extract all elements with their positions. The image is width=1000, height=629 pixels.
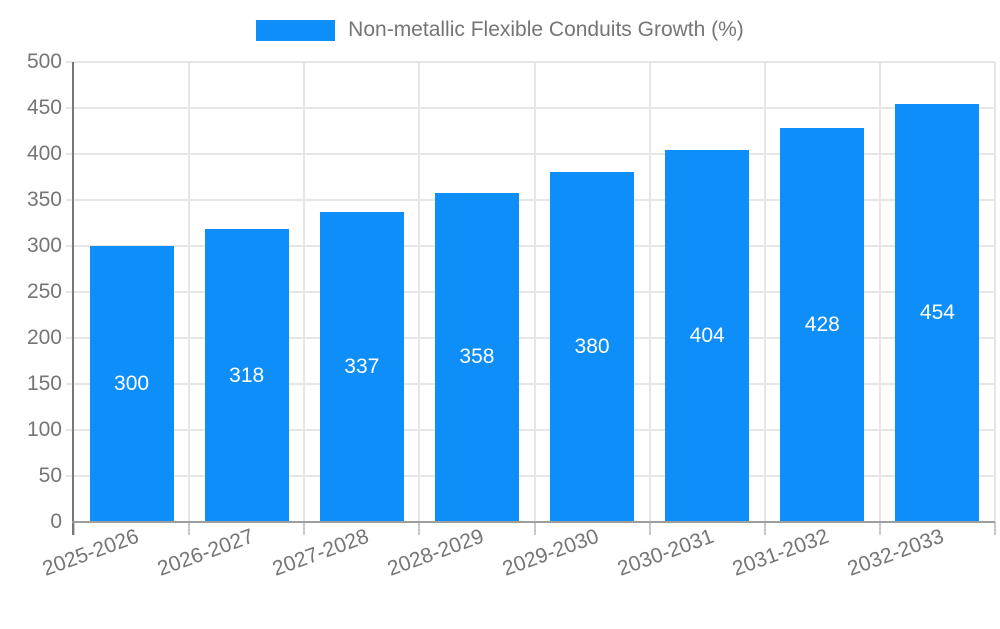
y-axis-tick-label: 350 xyxy=(26,188,62,211)
legend-label: Non-metallic Flexible Conduits Growth (%… xyxy=(348,18,744,41)
y-axis-tick-label: 450 xyxy=(26,96,62,119)
y-axis-tick-label: 500 xyxy=(26,50,62,73)
y-axis-tick-label: 200 xyxy=(26,326,62,349)
y-axis-tick-label: 100 xyxy=(26,418,62,441)
y-axis-tick-label: 400 xyxy=(26,142,62,165)
v-gridline xyxy=(303,62,306,522)
y-axis-tick-label: 300 xyxy=(26,234,62,257)
bar[interactable]: 318 xyxy=(204,229,289,522)
x-axis-tick xyxy=(994,522,996,535)
y-axis-tick-label: 150 xyxy=(26,372,62,395)
plot-area: 0 50 100 150 200 250 300 350 400 450 500 300 318 337 3… xyxy=(26,50,996,581)
h-gridline xyxy=(66,199,995,201)
bar-value-label: 428 xyxy=(804,313,840,337)
h-gridline xyxy=(66,61,995,63)
x-axis-line xyxy=(72,521,995,523)
legend[interactable]: Non-metallic Flexible Conduits Growth (%… xyxy=(0,16,1000,44)
v-gridline xyxy=(648,62,651,522)
h-gridline xyxy=(66,291,995,293)
v-gridline xyxy=(188,62,191,522)
bar-value-label: 337 xyxy=(344,354,380,378)
x-axis-tick xyxy=(533,522,536,535)
bar[interactable]: 300 xyxy=(89,246,174,522)
x-axis-tick xyxy=(303,522,306,535)
v-gridline xyxy=(994,62,996,522)
bar[interactable]: 404 xyxy=(665,150,750,522)
y-axis-tick-label: 50 xyxy=(38,464,62,487)
bar[interactable]: 358 xyxy=(434,192,519,522)
v-gridline xyxy=(878,62,881,522)
h-gridline xyxy=(66,245,995,247)
bar-value-label: 318 xyxy=(229,363,265,387)
x-axis-tick xyxy=(73,522,75,535)
bar-value-label: 404 xyxy=(689,324,725,348)
y-axis-line xyxy=(72,62,74,535)
v-gridline xyxy=(763,62,766,522)
h-gridline xyxy=(66,153,995,155)
legend-swatch xyxy=(256,19,336,41)
x-axis-tick xyxy=(763,522,766,535)
bar-value-label: 380 xyxy=(574,335,610,359)
h-gridline xyxy=(66,475,995,477)
h-gridline xyxy=(66,383,995,385)
h-gridline xyxy=(66,429,995,431)
bar-value-label: 454 xyxy=(919,301,955,325)
bar[interactable]: 380 xyxy=(550,172,635,522)
bar[interactable]: 337 xyxy=(319,211,404,522)
x-axis-tick xyxy=(878,522,881,535)
v-gridline xyxy=(533,62,536,522)
x-axis-tick xyxy=(188,522,191,535)
y-axis-tick-label: 0 xyxy=(50,510,62,533)
y-axis-tick-label: 250 xyxy=(26,280,62,303)
v-gridline xyxy=(418,62,421,522)
bar[interactable]: 454 xyxy=(895,104,980,522)
x-axis-tick xyxy=(418,522,421,535)
bar[interactable]: 428 xyxy=(780,128,865,522)
bar-value-label: 358 xyxy=(459,345,495,369)
bar-value-label: 300 xyxy=(114,372,150,395)
h-gridline xyxy=(66,107,995,109)
h-gridline xyxy=(66,337,995,339)
x-axis-tick xyxy=(648,522,651,535)
